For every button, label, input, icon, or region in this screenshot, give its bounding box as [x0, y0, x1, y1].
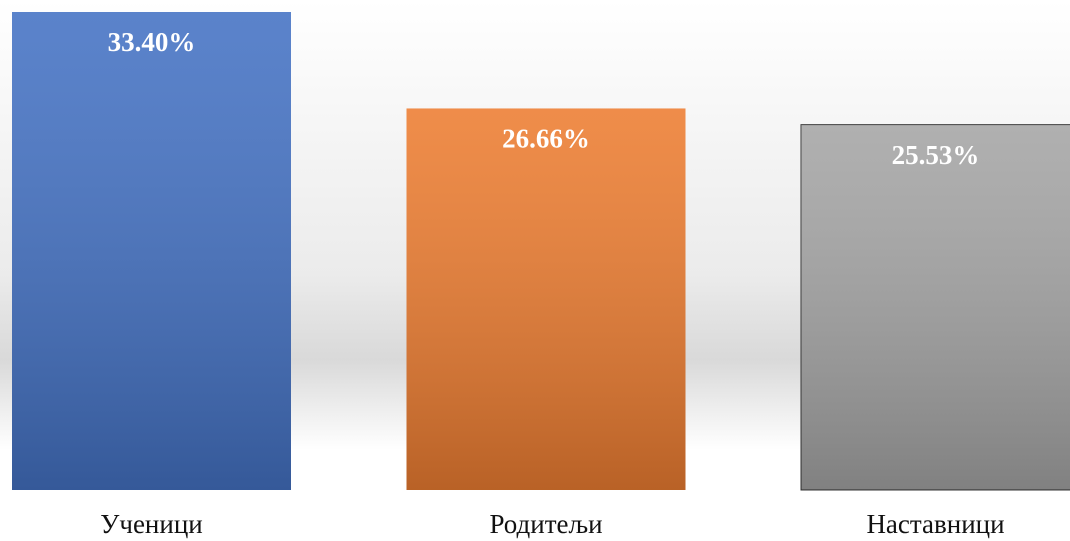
data-label: 33.40% [108, 27, 196, 57]
bar-shade [12, 12, 291, 490]
bar-shade [406, 108, 686, 490]
data-label: 26.66% [502, 124, 590, 154]
x-tick-label: Ученици [100, 509, 202, 539]
x-tick-label: Наставници [866, 509, 1004, 539]
data-label: 25.53% [892, 140, 980, 170]
x-tick-label: Родитељи [489, 509, 602, 539]
bar-shade [801, 124, 1070, 490]
